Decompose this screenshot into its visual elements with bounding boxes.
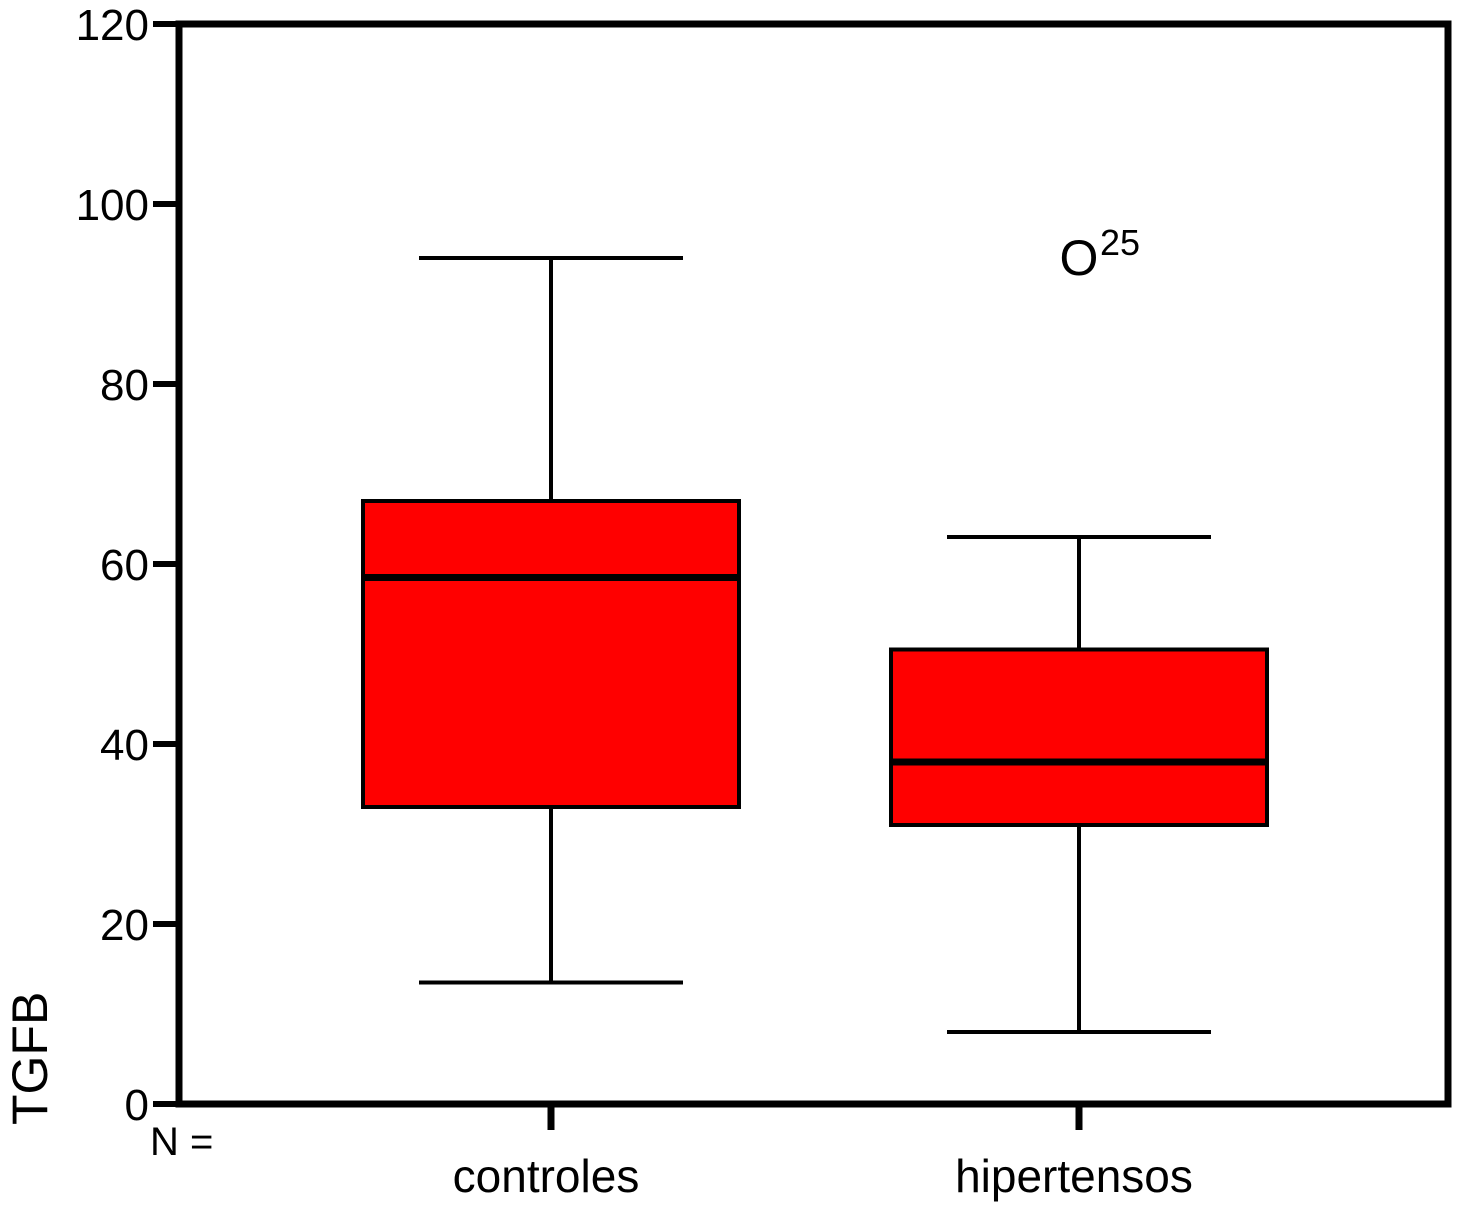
y-tick-label: 80	[100, 361, 149, 410]
outlier-marker: O	[1060, 230, 1099, 286]
y-axis-title: TGFB	[2, 992, 58, 1125]
y-tick-label: 100	[76, 181, 149, 230]
y-tick-label: 20	[100, 901, 149, 950]
y-tick-label: 0	[125, 1081, 149, 1130]
y-axis: 0 20 40 60 80 100 120	[76, 1, 179, 1130]
box-group: O 25	[361, 222, 1269, 1034]
x-category-label: controles	[453, 1150, 640, 1202]
outlier-case-label: 25	[1100, 222, 1140, 263]
iqr-box	[889, 647, 1269, 827]
x-category-label: hipertensos	[955, 1150, 1193, 1202]
y-tick-label: 120	[76, 1, 149, 50]
y-tick-label: 60	[100, 541, 149, 590]
y-tick-label: 40	[100, 721, 149, 770]
x-axis: controles hipertensos	[453, 1104, 1193, 1202]
n-equals-label: N =	[150, 1120, 213, 1164]
iqr-box	[361, 499, 741, 809]
